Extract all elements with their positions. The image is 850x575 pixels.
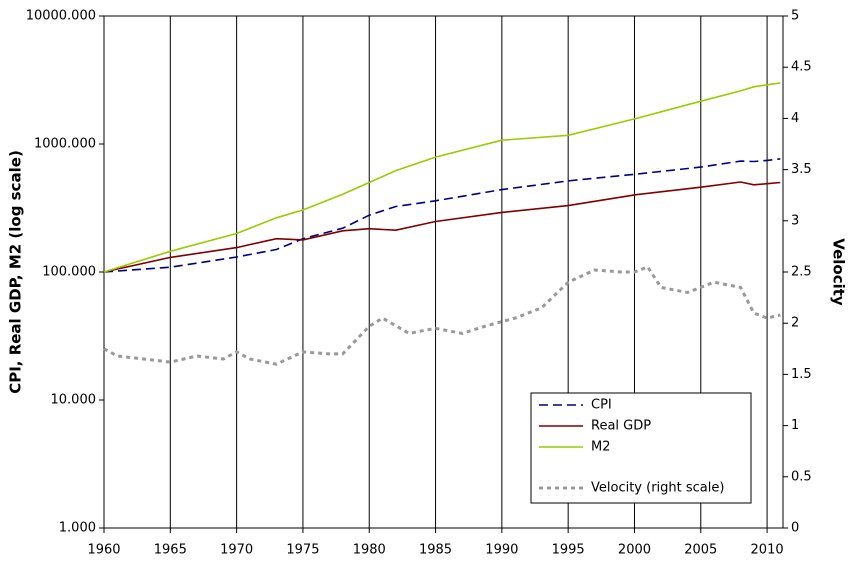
x-tick-label: 2005 <box>684 543 717 558</box>
y2-tick-label: 2 <box>791 316 799 331</box>
y-tick-label: 10.000 <box>51 393 97 408</box>
x-tick-label: 1960 <box>87 543 120 558</box>
y-tick-label: 1000.000 <box>34 137 96 152</box>
y-tick-label: 10000.000 <box>26 9 96 24</box>
y2-tick-label: 5 <box>791 9 799 24</box>
x-tick-label: 1990 <box>485 543 518 558</box>
legend-label: Real GDP <box>591 419 651 434</box>
x-tick-label: 1980 <box>353 543 386 558</box>
y2-tick-label: 4.5 <box>791 60 812 75</box>
x-tick-label: 1975 <box>286 543 319 558</box>
legend-box <box>530 392 752 504</box>
series-line <box>103 181 781 273</box>
x-tick-label: 1970 <box>220 543 253 558</box>
y2-tick-label: 2.5 <box>791 265 812 280</box>
y2-tick-label: 0.5 <box>791 469 812 484</box>
y-axis-title: CPI, Real GDP, M2 (log scale) <box>7 150 25 394</box>
y-tick-label: 1.000 <box>59 521 96 536</box>
series-line <box>103 158 781 273</box>
x-tick-label: 1965 <box>154 543 187 558</box>
x-tick-label: 1995 <box>552 543 585 558</box>
series-line <box>103 82 781 273</box>
x-tick-label: 2010 <box>751 543 784 558</box>
y2-axis-title: Velocity <box>830 238 848 306</box>
y2-tick-label: 1 <box>791 418 799 433</box>
y2-tick-label: 3 <box>791 213 799 228</box>
y-tick-label: 100.000 <box>42 265 96 280</box>
legend-label: M2 <box>591 440 611 455</box>
y2-tick-label: 4 <box>791 111 799 126</box>
x-tick-label: 1985 <box>419 543 452 558</box>
legend-label: CPI <box>591 398 612 413</box>
legend-label: Velocity (right scale) <box>591 481 724 496</box>
y2-tick-label: 1.5 <box>791 367 812 382</box>
x-tick-label: 2000 <box>618 543 651 558</box>
y2-tick-label: 3.5 <box>791 162 812 177</box>
y2-tick-label: 0 <box>791 521 799 536</box>
